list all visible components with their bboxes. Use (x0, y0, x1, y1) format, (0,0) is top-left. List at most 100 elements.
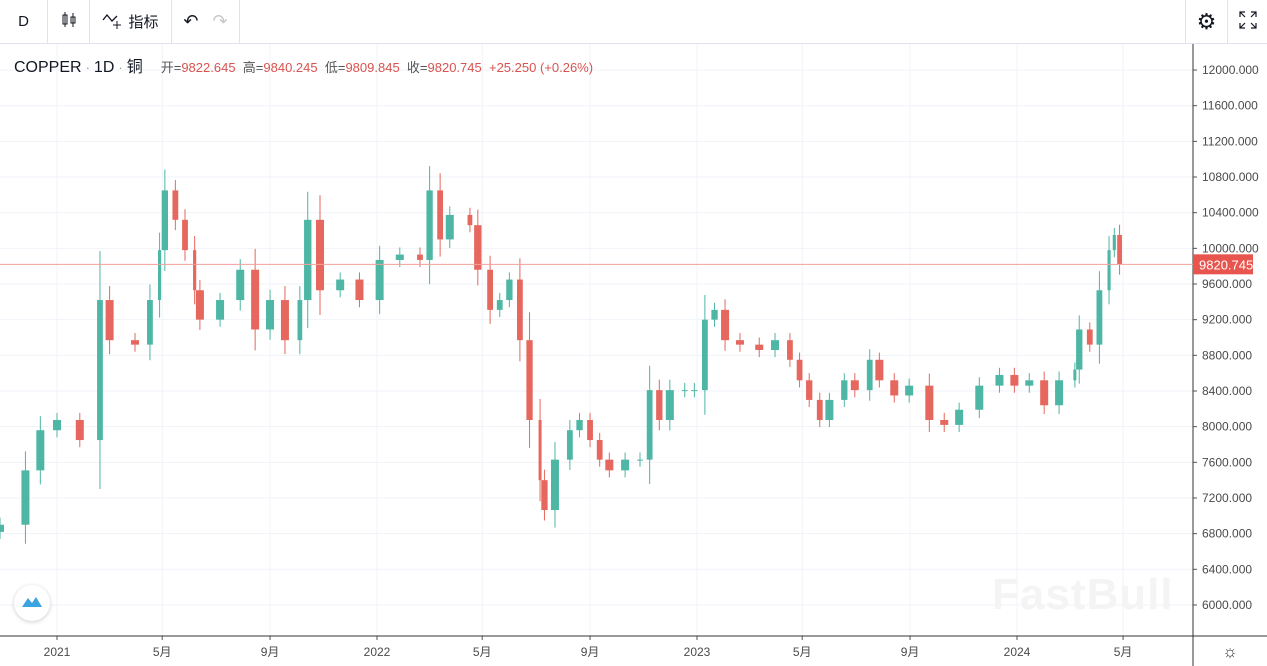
candle-body (236, 269, 245, 301)
candle-body (1096, 290, 1103, 345)
sun-settings-icon[interactable]: ☼ (1222, 642, 1238, 661)
candle-body (975, 385, 984, 410)
candle (195, 279, 204, 330)
candle-body (955, 409, 964, 425)
candle-body (1076, 329, 1083, 370)
candle (355, 272, 364, 308)
interval-button[interactable]: D (0, 0, 48, 43)
candle-body (646, 390, 653, 460)
candle-body (437, 190, 444, 240)
y-tick-label: 6000.000 (1202, 598, 1252, 612)
instrument-name: 铜 (126, 59, 143, 76)
candle (131, 333, 140, 352)
candle (251, 248, 260, 351)
candle (193, 236, 197, 305)
candle-body (445, 214, 454, 240)
x-tick-label: 5月 (1114, 645, 1133, 659)
candle-body (395, 254, 404, 260)
candle (21, 451, 30, 544)
candle (711, 302, 718, 327)
open-value: 9822.645 (181, 60, 236, 75)
high-value: 9840.245 (263, 60, 318, 75)
low-label: 低= (324, 60, 346, 75)
x-tick-label: 2023 (684, 645, 711, 659)
candle (665, 379, 674, 431)
candle-body (1055, 380, 1064, 406)
candle-body (417, 254, 423, 260)
redo-icon[interactable]: ↷ (212, 11, 228, 31)
candle (172, 180, 179, 231)
undo-icon[interactable]: ↶ (183, 11, 199, 31)
candle (53, 412, 61, 438)
y-tick-label: 6800.000 (1202, 527, 1252, 541)
candle (925, 373, 934, 432)
candle-body (1025, 380, 1034, 386)
candle-body (426, 190, 433, 260)
candle (596, 432, 603, 467)
candle-body (771, 340, 780, 350)
candle-body (355, 279, 364, 301)
candles-icon (60, 10, 78, 34)
candle (75, 412, 84, 448)
candle-body (605, 459, 614, 471)
candle (36, 416, 45, 485)
candle-body (1107, 250, 1111, 291)
candle-body (850, 380, 859, 391)
y-tick-label: 10800.000 (1202, 170, 1259, 184)
candle (637, 452, 643, 467)
x-tick-label: 5月 (473, 645, 492, 659)
candle-body (637, 459, 643, 461)
candle (526, 312, 533, 448)
candle-body (1040, 380, 1049, 406)
candle-body (474, 225, 482, 270)
candle-body (681, 390, 688, 392)
candle-body (21, 470, 30, 525)
candle (216, 292, 225, 327)
candle-body (467, 214, 473, 226)
candle (0, 517, 5, 539)
candle (161, 169, 168, 272)
candle-body (487, 269, 493, 310)
x-tick-label: 2022 (364, 645, 391, 659)
candle-body (905, 385, 914, 396)
candle-body (182, 219, 188, 251)
candle (550, 442, 559, 528)
candle (304, 191, 312, 329)
chart-type-button[interactable] (48, 0, 90, 43)
candle (587, 412, 593, 448)
axes: 6000.000 6400.000 6800.000 7200.000 7600.000… (0, 44, 1267, 666)
candle (866, 349, 873, 401)
candle (605, 452, 614, 478)
symbol-name[interactable]: COPPER (14, 59, 82, 76)
candle (721, 299, 730, 351)
candle-body (506, 279, 513, 301)
fullscreen-button[interactable] (1227, 0, 1267, 43)
candle (701, 295, 708, 415)
candle (517, 258, 523, 362)
settings-button[interactable]: ⚙ (1185, 0, 1227, 43)
candle-body (266, 300, 275, 330)
indicators-button[interactable]: 指标 (90, 0, 172, 43)
last-price-label-bg (1193, 254, 1253, 275)
candle-body (105, 300, 114, 341)
candle-body (721, 309, 730, 341)
candle-body (172, 190, 179, 220)
candle (105, 286, 114, 355)
candle (474, 209, 482, 286)
candle (506, 272, 513, 308)
candle (1107, 236, 1111, 305)
candle (445, 206, 454, 249)
candle-body (157, 250, 162, 301)
candle (395, 247, 404, 268)
brand-logo-button[interactable] (14, 585, 50, 621)
candle (437, 173, 444, 257)
y-tick-label: 10000.000 (1202, 241, 1259, 255)
candle (771, 333, 780, 358)
y-tick-label: 11200.000 (1202, 134, 1258, 148)
candle-body (995, 374, 1004, 386)
candle-body (0, 524, 5, 532)
candle-body (735, 340, 744, 345)
candles (0, 166, 1122, 544)
open-label: 开= (160, 60, 182, 75)
